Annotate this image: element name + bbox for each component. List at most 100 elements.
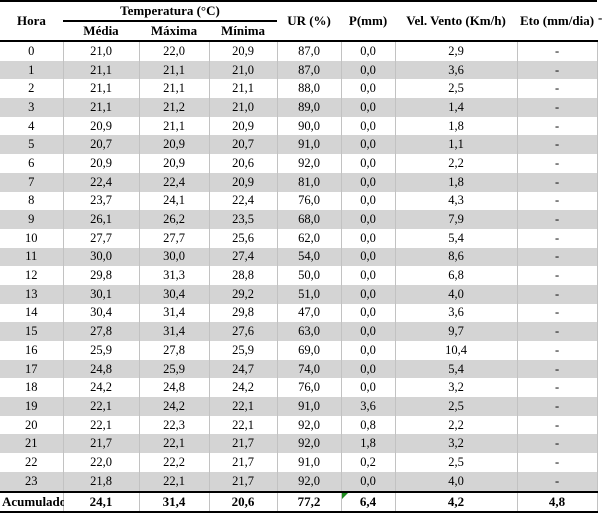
accumulated-value-cell: 20,6 <box>208 491 278 512</box>
table-cell: 24,2 <box>208 378 278 398</box>
table-cell: 23,5 <box>208 210 278 229</box>
table-cell: 3,6 <box>394 303 518 323</box>
table-cell: 20,9 <box>138 154 209 173</box>
table-cell: 0,0 <box>340 172 396 192</box>
table-cell: 21,1 <box>62 79 139 99</box>
accumulated-value-cell: 6,4 <box>340 491 396 512</box>
table-cell: 1 <box>0 60 63 80</box>
table-row: 10 27,7 27,7 25,6 62,0 0,0 5,4- <box>0 228 598 248</box>
table-cell: 0 <box>28 43 35 58</box>
table-cell: 21 <box>0 434 63 454</box>
table-row: 4 20,9 21,1 20,9 90,0 0,0 1,8- <box>0 116 598 136</box>
table-cell: 27,7 <box>62 228 139 248</box>
table-cell: 29,8 <box>208 303 278 323</box>
table-cell: 0,0 <box>340 284 396 304</box>
table-cell: 19 <box>0 397 63 416</box>
table-cell: 0,0 <box>340 154 396 173</box>
table-cell: 22,0 <box>138 41 209 61</box>
table-cell: 24,1 <box>138 191 209 211</box>
table-cell: 50,0 <box>276 266 342 285</box>
table-cell: 2,5 <box>394 79 518 99</box>
table-cell: 21,1 <box>62 60 139 80</box>
table-cell: 14 <box>25 305 38 320</box>
table-cell: 22,1 <box>62 415 139 435</box>
table-row: 20 22,1 22,3 22,1 92,0 0,8 2,2- <box>0 415 598 435</box>
table-cell: 2,9 <box>394 41 518 61</box>
table-cell: 31,4 <box>138 322 209 341</box>
table-cell: 24,2 <box>62 378 139 398</box>
table-cell: - <box>516 228 598 248</box>
table-cell: 27,8 <box>138 341 209 360</box>
table-cell: 0,0 <box>340 135 396 155</box>
table-cell: 20,9 <box>208 41 278 61</box>
table-cell: 1,8 <box>394 172 518 192</box>
table-cell: 7 <box>0 172 63 192</box>
column-header-vel-vento: Vel. Vento (Km/h) <box>395 1 518 41</box>
table-cell: 0,8 <box>340 415 396 435</box>
table-cell: 15 <box>0 322 63 341</box>
table-cell: 5,4 <box>394 359 518 379</box>
table-cell: 25,6 <box>208 228 278 248</box>
table-cell: 0,0 <box>340 191 396 211</box>
table-cell: 87,0 <box>276 41 342 61</box>
table-cell: 20,9 <box>138 135 209 155</box>
cell-flag-triangle-icon <box>341 492 348 499</box>
table-cell: 22,1 <box>62 397 139 416</box>
table-cell: - <box>516 322 598 341</box>
table-cell: 21,0 <box>208 60 278 80</box>
table-cell: 27,6 <box>208 322 278 341</box>
table-cell: 9,7 <box>394 322 518 341</box>
table-cell: 1,1 <box>394 135 518 155</box>
table-cell: 3 <box>0 98 63 117</box>
table-cell: 11 <box>0 247 63 267</box>
accumulated-value-cell: 31,4 <box>138 491 209 512</box>
table-row: 13 30,1 30,4 29,2 51,0 0,0 4,0- <box>0 284 598 304</box>
table-cell: 21,1 <box>138 60 209 80</box>
table-cell: 26,1 <box>62 210 139 229</box>
table-cell: 0,0 <box>340 266 396 285</box>
table-cell: - <box>516 116 598 136</box>
table-cell: - <box>516 172 598 192</box>
table-row: 18 24,2 24,8 24,2 76,0 0,0 3,2- <box>0 378 598 398</box>
table-header: Hora Temperatura (°C) UR (%) P(mm) Vel. … <box>0 1 598 41</box>
table-cell: 92,0 <box>276 434 342 454</box>
table-cell: 21,1 <box>208 79 278 99</box>
table-cell: 2 <box>28 81 35 96</box>
table-cell: 0,0 <box>340 341 396 360</box>
table-cell: 12 <box>25 268 38 283</box>
table-cell: 4,0 <box>394 471 518 492</box>
column-subheader-minima: Mínima <box>209 21 278 41</box>
table-cell: 0,0 <box>340 210 396 229</box>
table-cell: 26,2 <box>138 210 209 229</box>
table-cell: 21,8 <box>62 471 139 492</box>
accumulated-value-cell: 4,8 <box>516 491 598 512</box>
table-cell: 25,9 <box>62 341 139 360</box>
table-cell: 68,0 <box>276 210 342 229</box>
table-cell: - <box>516 79 598 99</box>
table-cell: 21,7 <box>208 434 278 454</box>
table-cell: 20,9 <box>208 172 278 192</box>
table-cell: 92,0 <box>276 154 342 173</box>
table-row: 12 29,8 31,3 28,8 50,0 0,0 6,8- <box>0 266 598 285</box>
table-cell: 21,0 <box>62 41 139 61</box>
table-cell: 21,7 <box>208 453 278 472</box>
table-row: 9 26,1 26,2 23,5 68,0 0,0 7,9- <box>0 210 598 229</box>
table-row: 11 30,0 30,0 27,4 54,0 0,0 8,6- <box>0 247 598 267</box>
table-cell: 0,0 <box>340 322 396 341</box>
table-cell: 74,0 <box>276 359 342 379</box>
temperature-subheader-row: Média Máxima Mínima <box>0 21 597 41</box>
table-cell: - <box>516 135 598 155</box>
table-cell: 20,7 <box>208 135 278 155</box>
table-cell: 76,0 <box>276 191 342 211</box>
table-cell: - <box>516 397 598 416</box>
table-cell: 22,1 <box>138 434 209 454</box>
table-cell: 24,8 <box>138 378 209 398</box>
table-cell: 20,6 <box>208 154 278 173</box>
table-cell: 1,8 <box>394 116 518 136</box>
table-row: 1 21,1 21,1 21,0 87,0 0,0 3,6- <box>0 60 598 80</box>
table-cell: 22,4 <box>208 191 278 211</box>
column-header-hora: Hora <box>0 1 63 41</box>
table-cell: 63,0 <box>276 322 342 341</box>
table-cell: 4,3 <box>394 191 518 211</box>
table-cell: 24,2 <box>138 397 209 416</box>
